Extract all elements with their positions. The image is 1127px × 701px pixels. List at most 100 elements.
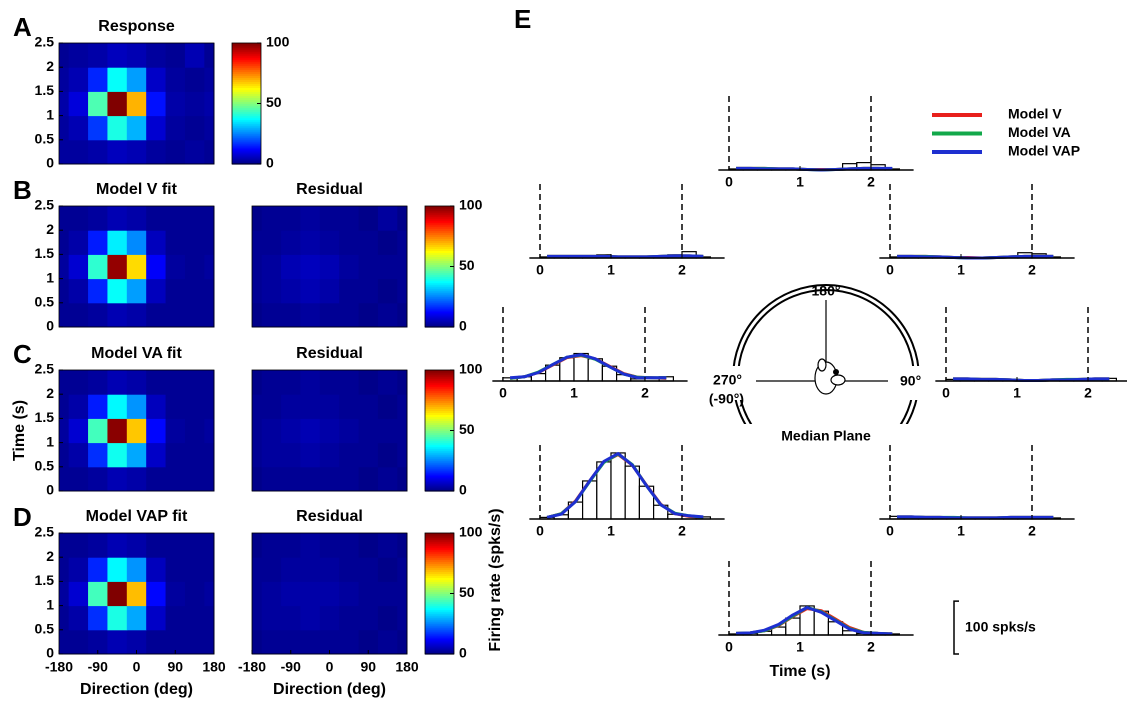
heatmap-cell [319,557,340,582]
colorbar-step [425,573,454,576]
colorbar-step [232,115,261,119]
heatmap-cell [358,629,379,655]
heatmap-cell [59,394,70,419]
heatmap-cell [377,254,398,280]
colorbar-step [425,404,454,407]
heatmap-cell [252,442,263,468]
heatmap-cell [88,139,108,165]
colorbar-step [425,268,454,272]
heatmap-cell [252,418,263,444]
heatmap-cell [184,557,205,582]
heatmap-cell [126,43,147,68]
heatmap-cell [146,629,167,655]
colorbar-step [425,543,454,546]
heatmap-cell [300,442,321,468]
colorbar-step [232,77,261,80]
colorbar-step [425,444,454,448]
colorbar-step [425,611,454,615]
heatmap-cell [397,254,408,280]
colorbar-step [425,234,454,237]
colorbar-step [425,212,454,215]
heatmap-cell [59,418,70,444]
colorbar-step [425,290,454,294]
heatmap-cell [126,605,147,631]
heatmap-cell [319,370,340,395]
x-tick-label: 0 [886,262,894,278]
model-line [897,515,1054,520]
heatmap-cell [261,605,282,631]
colorbar-step [425,484,454,488]
colorbar-step [425,316,454,320]
heatmap-cell [59,91,70,117]
colorbar-step [232,69,261,72]
heatmap-cell [339,394,360,419]
heatmap-cell [204,533,215,558]
y-tick-label: 1 [46,269,54,285]
x-tick-label: 180 [395,659,419,675]
heatmap-cell [377,442,398,468]
colorbar-step [232,81,261,84]
colorbar-step [425,587,454,591]
x-tick-label: 0 [326,659,334,675]
colorbar-step [425,248,454,251]
colorbar-step [425,296,454,300]
heatmap-cell [397,442,408,468]
heatmap-cell [184,67,205,92]
heatmap-cell [59,605,70,631]
histogram-bar [610,452,626,520]
heatmap-cell [397,605,408,631]
colorbar-step [425,480,454,484]
y-tick-label: 0 [46,482,54,498]
heatmap-cell [358,418,379,444]
heatmap-cell [165,230,186,255]
colorbar-step [425,392,454,395]
colorbar-step [425,633,454,637]
colorbar-step [425,474,454,478]
heatmap-cell [252,254,263,280]
heatmap-cell [88,533,108,558]
colorbar-step [232,49,261,52]
colorbar-step [425,557,454,560]
colorbar-step [425,571,454,574]
heatmap-cell [319,442,340,468]
heatmap-cell [281,466,301,492]
heatmap-cell [59,629,70,655]
heatmap-cell [252,278,263,304]
y-tick-label: 1 [46,433,54,449]
heatmap-cell [281,278,301,304]
heatmap-cell [88,418,108,444]
heatmap-cell [261,557,282,582]
colorbar-step [425,601,454,605]
colorbar-step [425,591,454,595]
heatmap-cell [68,605,89,631]
heatmap-cell [68,91,89,117]
colorbar-step [232,55,261,58]
colorbar-step [232,155,261,159]
colorbar-step [425,607,454,611]
heatmap-cell [397,418,408,444]
heatmap-cell [59,278,70,304]
y-tick-label: 1.5 [35,572,55,588]
colorbar-step [425,324,454,328]
colorbar-step [232,71,261,74]
heatmap-cell [59,206,70,231]
colorbar-tick-label: 100 [459,197,483,213]
heatmap-cell [252,557,263,582]
x-tick-label: 1 [570,385,578,401]
colorbar-step [425,593,454,597]
colorbar-step [425,448,454,452]
heatmap-cell [165,581,186,607]
heatmap-cell [126,370,147,395]
heatmap-cell [261,581,282,607]
x-tick-label: 2 [867,639,875,655]
colorbar-step [425,645,454,649]
heatmap-cell [146,67,167,92]
colorbar-step [425,597,454,601]
heatmap-cell [184,605,205,631]
colorbar-step [232,133,261,137]
colorbar-step [425,294,454,298]
heatmap-cell [68,581,89,607]
panel-label: E [514,4,531,34]
colorbar-step [425,466,454,470]
heatmap-cell [107,466,128,492]
